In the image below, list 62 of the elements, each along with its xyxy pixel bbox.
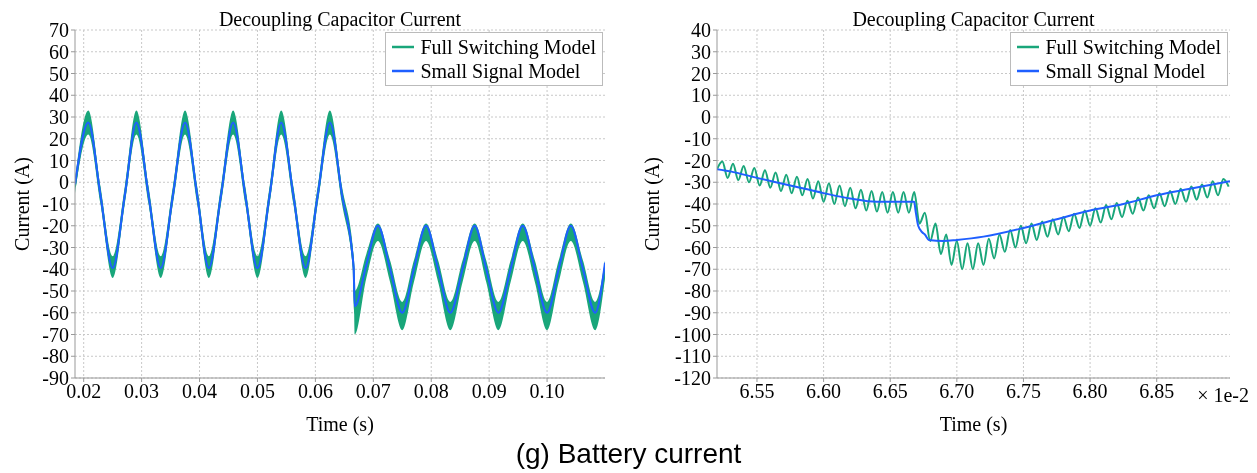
legend-label: Full Switching Model (420, 35, 596, 59)
x-tick-label: 6.75 (1005, 380, 1041, 403)
x-tick-label: 0.06 (297, 380, 333, 403)
y-tick-label: -50 (684, 214, 711, 237)
y-tick-label: 40 (49, 84, 69, 107)
y-tick-label: -30 (42, 236, 69, 259)
text: (g) Battery current (514, 438, 743, 470)
y-tick-label: 10 (49, 149, 69, 172)
chart-title: Decoupling Capacitor Current (851, 8, 1096, 30)
y-tick-label: 20 (49, 127, 69, 150)
x-tick-label: 0.05 (239, 380, 275, 403)
y-tick-label: 60 (49, 40, 69, 63)
legend-label: Small Signal Model (420, 59, 581, 83)
y-tick-label: 50 (49, 62, 69, 85)
y-tick-label: -120 (674, 367, 711, 390)
y-tick-label: -20 (684, 149, 711, 172)
legend-label: Full Switching Model (1045, 35, 1221, 59)
y-axis-title: Current (A) (641, 157, 663, 251)
x-tick-label: 6.70 (939, 380, 975, 403)
x-axis-title: Time (s) (939, 413, 1008, 436)
line-series (717, 160, 1230, 271)
y-tick-label: -10 (684, 127, 711, 150)
x-tick-label: 6.80 (1072, 380, 1108, 403)
y-tick-label: 30 (49, 106, 69, 129)
y-tick-label: -90 (684, 301, 711, 324)
y-tick-label: -50 (42, 280, 69, 303)
y-tick-label: -80 (42, 345, 69, 368)
y-tick-label: -20 (42, 214, 69, 237)
text: × 1e-2 (1195, 384, 1249, 406)
y-tick-label: 0 (701, 106, 711, 129)
y-tick-label: 30 (691, 40, 711, 63)
line-series (717, 168, 1230, 242)
y-tick-label: -70 (42, 323, 69, 346)
x-axis-title: Time (s) (306, 413, 374, 436)
y-tick-label: -40 (684, 193, 711, 216)
y-axis-title: Current (A) (11, 157, 33, 251)
y-tick-label: -70 (684, 258, 711, 281)
chart-title: Decoupling Capacitor Current (217, 8, 463, 30)
x-tick-label: 6.85 (1139, 380, 1175, 403)
y-tick-label: -30 (684, 171, 711, 194)
y-tick-label: -80 (684, 280, 711, 303)
y-tick-label: 10 (691, 84, 711, 107)
y-tick-label: 0 (59, 171, 69, 194)
x-tick-label: 6.55 (739, 380, 775, 403)
y-tick-label: -60 (42, 301, 69, 324)
x-tick-label: 0.07 (355, 380, 391, 403)
x-tick-label: 6.65 (872, 380, 908, 403)
y-tick-label: -110 (675, 345, 711, 368)
y-tick-label: 70 (49, 19, 69, 42)
y-tick-label: 40 (691, 19, 711, 42)
y-tick-label: -10 (42, 193, 69, 216)
x-tick-label: 0.04 (182, 380, 218, 403)
y-tick-label: -100 (674, 323, 711, 346)
x-tick-label: 6.60 (806, 380, 842, 403)
y-tick-label: -60 (684, 236, 711, 259)
x-tick-label: 0.08 (413, 380, 449, 403)
y-tick-label: 20 (691, 62, 711, 85)
x-tick-label: 0.09 (471, 380, 507, 403)
y-tick-label: -40 (42, 258, 69, 281)
x-tick-label: 0.10 (529, 380, 565, 403)
x-tick-label: 0.03 (124, 380, 160, 403)
legend-label: Small Signal Model (1045, 59, 1206, 83)
